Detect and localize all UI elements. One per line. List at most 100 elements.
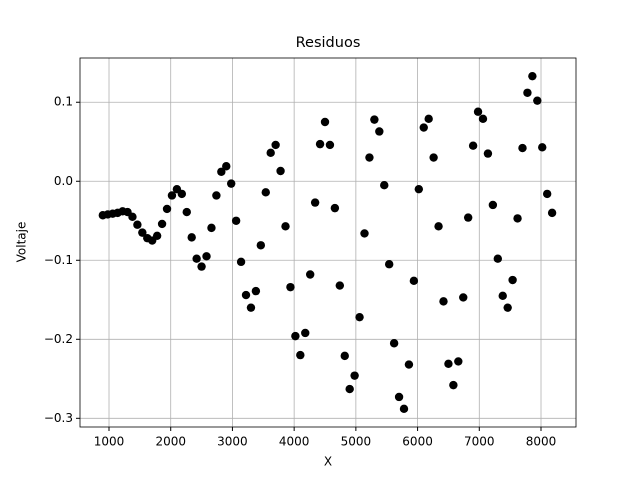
point [370, 115, 379, 124]
point [468, 141, 478, 150]
point [439, 297, 448, 306]
y-axis-label: Voltaje [15, 222, 29, 263]
point [296, 350, 305, 360]
point [305, 270, 315, 279]
point [281, 222, 290, 231]
point [538, 143, 547, 152]
y-tick-label: −0.2 [44, 332, 73, 346]
point [523, 88, 532, 97]
point [380, 181, 389, 190]
point [434, 222, 443, 231]
point [202, 252, 211, 261]
point [310, 198, 320, 207]
point [399, 404, 409, 414]
point [231, 216, 241, 225]
point [162, 204, 172, 214]
point [217, 167, 226, 176]
point [128, 212, 137, 222]
y-tick-label: −0.1 [44, 253, 73, 267]
point [246, 303, 256, 312]
point [414, 184, 424, 194]
point [291, 331, 300, 341]
point [394, 392, 404, 402]
point [152, 231, 162, 240]
point [335, 281, 345, 290]
point [384, 260, 394, 269]
point [251, 286, 261, 296]
point [320, 117, 330, 127]
chart-title: Residuos [296, 35, 361, 51]
point [404, 360, 414, 369]
point [138, 228, 147, 237]
point [345, 384, 354, 394]
x-tick-label: 2000 [155, 435, 186, 449]
point [227, 179, 236, 188]
point [483, 149, 493, 158]
y-tick-label: 0.1 [54, 95, 73, 109]
point [271, 140, 280, 150]
x-tick-label: 1000 [94, 435, 125, 449]
point [424, 114, 433, 124]
point [276, 166, 285, 176]
y-tick-label: 0.0 [54, 174, 73, 188]
point [542, 189, 552, 199]
point [365, 153, 374, 162]
point [360, 229, 369, 238]
x-tick-label: 6000 [402, 435, 433, 449]
point [528, 71, 537, 81]
point [266, 148, 275, 158]
x-tick-label: 5000 [341, 435, 372, 449]
plot-frame [79, 57, 577, 428]
point [261, 188, 270, 197]
point [286, 282, 295, 292]
x-tick-label: 4000 [279, 435, 310, 449]
x-tick-label: 8000 [526, 435, 557, 449]
point [463, 213, 473, 222]
point [547, 208, 557, 218]
point [177, 189, 187, 199]
point [157, 219, 167, 229]
point [133, 220, 142, 229]
point [167, 191, 177, 200]
point [192, 254, 201, 263]
point [375, 127, 384, 136]
point [315, 139, 325, 149]
point [222, 162, 231, 171]
point [350, 371, 359, 380]
point [533, 96, 542, 105]
point [513, 214, 522, 223]
point [236, 257, 246, 267]
point [301, 328, 310, 338]
point [449, 380, 458, 390]
x-tick-label: 7000 [464, 435, 495, 449]
point [429, 153, 438, 162]
point [508, 275, 517, 285]
point [503, 303, 512, 312]
point [454, 357, 463, 366]
point [518, 143, 527, 153]
x-tick-label: 3000 [217, 435, 248, 449]
point [419, 123, 428, 132]
point [498, 291, 507, 301]
point [256, 241, 266, 250]
point [493, 254, 503, 263]
point [212, 191, 221, 200]
point [355, 312, 364, 322]
y-tick-label: −0.3 [44, 411, 73, 425]
point [488, 200, 498, 210]
x-axis-label: X [324, 455, 332, 469]
point [187, 233, 196, 242]
point [340, 351, 349, 361]
point [325, 140, 335, 150]
point [459, 293, 468, 302]
point [207, 223, 216, 233]
point [444, 359, 453, 368]
point [409, 276, 419, 286]
point [197, 262, 206, 271]
point [389, 339, 399, 348]
point [473, 107, 483, 116]
point [330, 203, 340, 213]
point [478, 114, 488, 124]
